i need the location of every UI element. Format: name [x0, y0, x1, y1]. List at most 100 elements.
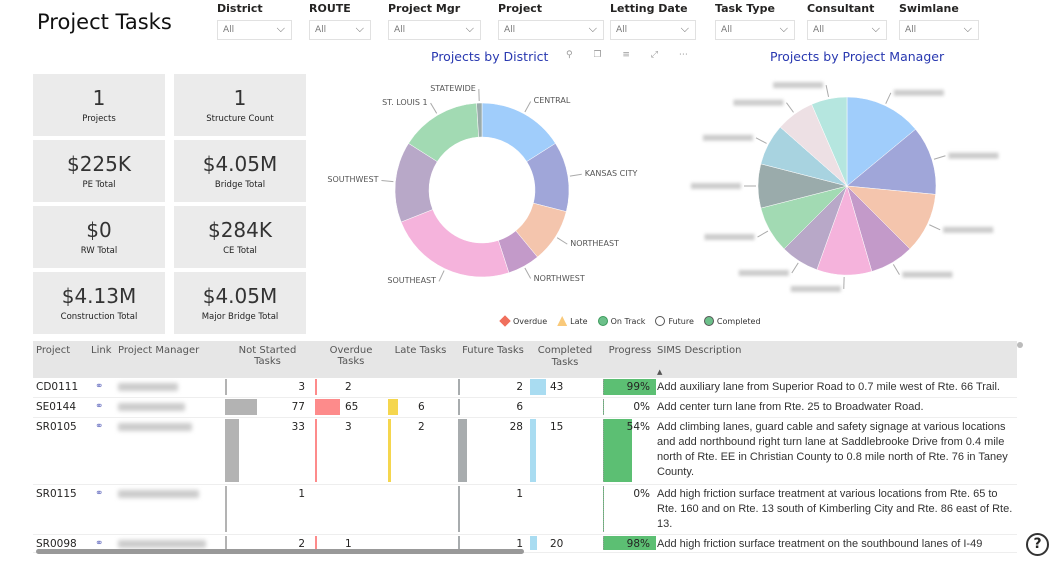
blurred-label [893, 89, 944, 96]
legend-item-on-track[interactable]: On Track [597, 316, 646, 326]
column-header-not-started-tasks[interactable]: Not Started Tasks [238, 345, 297, 367]
completed-value: 43 [550, 381, 564, 393]
filter-value: All [813, 25, 825, 35]
slice-10[interactable] [811, 96, 848, 187]
filter-label: Project Mgr [388, 2, 461, 15]
link-icon[interactable]: ⚭ [95, 421, 104, 432]
overdue-bar [315, 379, 317, 395]
triangle-icon [557, 316, 568, 326]
filter-dropdown[interactable]: All ⌵ [715, 20, 795, 40]
filter-project-mgr: Project Mgr All ⌵ [388, 2, 481, 40]
slice-label: NORTHWEST [533, 273, 585, 283]
completed-bar [530, 379, 546, 395]
column-header-project-manager[interactable]: Project Manager [118, 345, 200, 356]
filter-value: All [616, 25, 628, 35]
filter-dropdown[interactable]: All ⌵ [217, 20, 292, 40]
circle-icon [655, 316, 666, 326]
filter-route: ROUTE All ⌵ [309, 2, 371, 40]
kpi-card-bridge-total: $4.05M Bridge Total [174, 140, 306, 202]
overdue-bar [315, 419, 317, 482]
filter-dropdown[interactable]: All ⌵ [610, 20, 696, 40]
project-id: SR0105 [36, 421, 77, 433]
column-header-late-tasks[interactable]: Late Tasks [394, 345, 447, 356]
circle-icon [597, 316, 608, 326]
filter-dropdown[interactable]: All ⌵ [388, 20, 481, 40]
column-header-future-tasks[interactable]: Future Tasks [462, 345, 524, 356]
leader-line [524, 101, 532, 113]
chart-legend: Overdue Late On Track Future Completed [499, 315, 761, 327]
slice-0[interactable] [846, 96, 916, 187]
project-id: SE0144 [36, 401, 77, 413]
future-value: 1 [516, 538, 523, 550]
filter-label: ROUTE [309, 2, 351, 15]
filter-value: All [721, 25, 733, 35]
column-header-progress[interactable]: Progress [608, 345, 652, 356]
legend-item-future[interactable]: Future [655, 316, 694, 326]
filter-label: Letting Date [610, 2, 688, 15]
filter-dropdown[interactable]: All ⌵ [498, 20, 604, 40]
kpi-card-major-bridge-total: $4.05M Major Bridge Total [174, 272, 306, 334]
slice-label: ST. LOUIS 1 [382, 98, 428, 108]
filter-consultant: Consultant All ⌵ [807, 2, 887, 40]
kpi-label: Major Bridge Total [201, 312, 279, 322]
slice-label: STATEWIDE [430, 84, 476, 94]
link-icon[interactable]: ⚭ [95, 401, 104, 412]
column-header-completed-tasks[interactable]: Completed Tasks [537, 345, 593, 368]
link-icon[interactable]: ⚭ [95, 538, 104, 549]
kpi-label: Construction Total [60, 312, 138, 322]
column-header-overdue-tasks[interactable]: Overdue Tasks [329, 345, 373, 367]
progress-bar [603, 379, 657, 395]
slice-label: NORTHEAST [570, 239, 619, 249]
table-row[interactable]: SE0144 ⚭ 77 65 6 6 0% Add center turn lane from… [33, 398, 1017, 418]
overdue-value: 65 [345, 401, 359, 413]
district-donut-chart[interactable] [310, 70, 670, 310]
not-started-bar [225, 419, 239, 482]
kpi-value: $4.13M [61, 284, 137, 308]
future-value: 2 [516, 381, 523, 393]
check-circle-icon [703, 316, 714, 326]
slice-southeast[interactable] [400, 209, 510, 278]
vertical-scrollbar[interactable] [1017, 342, 1023, 348]
kpi-card-rw-total: $0 RW Total [33, 206, 165, 268]
manager-pie-chart[interactable] [680, 70, 1050, 310]
column-header-sims-description[interactable]: SIMS Description [657, 345, 742, 356]
legend-item-overdue[interactable]: Overdue [499, 315, 547, 327]
kpi-label: Projects [82, 114, 116, 124]
table-row[interactable]: SR0098 ⚭ 2 1 1 20 98% Add high friction surface… [33, 535, 1017, 553]
legend-label: On Track [610, 316, 646, 326]
legend-item-completed[interactable]: Completed [703, 316, 761, 326]
column-header-project[interactable]: Project [36, 345, 71, 356]
help-button[interactable]: ? [1026, 533, 1049, 556]
filter-dropdown[interactable]: All ⌵ [899, 20, 979, 40]
horizontal-scrollbar[interactable] [36, 549, 524, 554]
sort-ascending-icon[interactable]: ▲ [657, 368, 663, 376]
legend-item-late[interactable]: Late [557, 316, 588, 326]
filter-dropdown[interactable]: All ⌵ [309, 20, 371, 40]
filter-dropdown[interactable]: All ⌵ [807, 20, 887, 40]
link-icon[interactable]: ⚭ [95, 381, 104, 392]
progress-value: 54% [626, 421, 650, 433]
slice-1[interactable] [846, 128, 937, 195]
slice-statewide[interactable] [476, 102, 483, 138]
visual-header-icons[interactable]: ⚲ ❐ ≡ ⤢ ⋯ [566, 50, 697, 60]
leader-line [929, 224, 941, 231]
kpi-label: PE Total [82, 180, 116, 190]
future-bar [458, 536, 460, 550]
filter-project: Project All ⌵ [498, 2, 604, 40]
link-icon[interactable]: ⚭ [95, 488, 104, 499]
column-header-link[interactable]: Link [91, 345, 112, 356]
not-started-bar [225, 536, 227, 550]
progress-bar [603, 399, 604, 415]
table-row[interactable]: SR0105 ⚭ 33 3 2 28 15 54% Add climbing lanes, gu… [33, 418, 1017, 485]
overdue-value: 3 [345, 421, 352, 433]
chevron-down-icon: ⌵ [680, 22, 689, 35]
kpi-label: Bridge Total [214, 180, 266, 190]
kpi-value: $225K [66, 152, 131, 176]
filter-value: All [905, 25, 917, 35]
slice-label: SOUTHWEST [327, 175, 379, 185]
kpi-card-ce-total: $284K CE Total [174, 206, 306, 268]
table-row[interactable]: CD0111 ⚭ 3 2 2 43 99% Add auxiliary lane from S… [33, 378, 1017, 398]
leader-line [524, 267, 532, 279]
table-row[interactable]: SR0115 ⚭ 1 1 0% Add high friction surface tre… [33, 485, 1017, 535]
not-started-bar [225, 486, 227, 532]
